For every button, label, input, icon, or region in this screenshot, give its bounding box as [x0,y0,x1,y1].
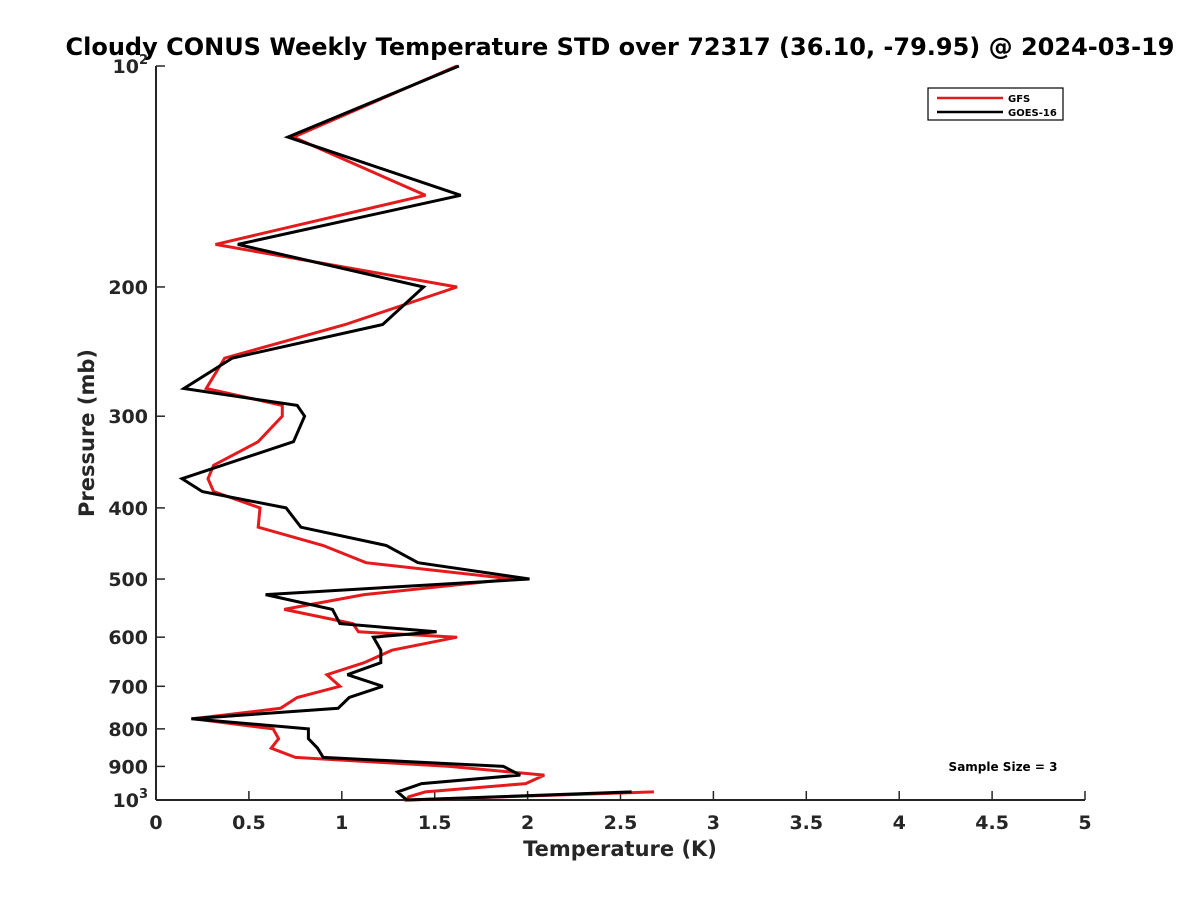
x-tick-label: 5 [1078,812,1091,834]
x-axis-label: Temperature (K) [523,837,717,861]
series-lines [178,64,654,802]
legend-items: GFS GOES-16 [937,94,1057,119]
x-tick-label: 0 [149,812,162,834]
legend-box [927,87,1064,121]
y-tick-label: 500 [108,569,148,591]
x-tick-label: 2 [521,812,534,834]
sample-size-annotation: Sample Size = 3 [949,760,1058,774]
legend-label: GOES-16 [1008,108,1057,119]
y-tick-label: 900 [108,756,148,778]
series-line-gfs [193,64,654,802]
chart-title: Cloudy CONUS Weekly Temperature STD over… [66,33,1175,61]
y-tick-label: 600 [108,627,148,649]
y-axis-label: Pressure (mb) [75,349,99,517]
x-tick-label: 3 [707,812,720,834]
plot-area: 0 0.5 1 1.5 2 2.5 3 3.5 4 4.5 5 102 200 300 400 500 600… [108,53,1091,834]
y-tick-label: 400 [108,498,148,520]
y-tick-label: 200 [108,277,148,299]
y-tick-label: 103 [113,787,149,812]
x-tick-label: 4.5 [975,812,1009,834]
y-ticks: 102 200 300 400 500 600 700 800 900 103 [108,53,165,812]
legend: GFS GOES-16 [927,87,1064,121]
y-tick-label: 800 [108,719,148,741]
x-tick-label: 4 [893,812,906,834]
x-tick-label: 2.5 [604,812,638,834]
x-tick-label: 1.5 [418,812,452,834]
y-tick-label: 300 [108,406,148,428]
x-tick-label: 0.5 [232,812,266,834]
y-tick-label: 102 [113,53,149,78]
y-tick-label: 700 [108,676,148,698]
series-line-goes-16 [178,64,632,802]
x-tick-label: 3.5 [789,812,823,834]
x-ticks: 0 0.5 1 1.5 2 2.5 3 3.5 4 4.5 5 [149,791,1092,834]
legend-label: GFS [1008,94,1030,105]
x-tick-label: 1 [335,812,348,834]
